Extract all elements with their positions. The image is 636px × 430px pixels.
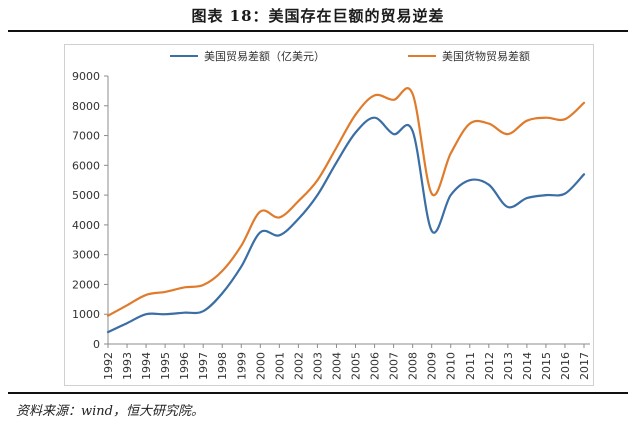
line-chart: 0 1000 2000 3000 4000 5000 6000 7000 8000 9000 199…: [72, 70, 591, 380]
legend-label-trade-balance: 美国贸易差额（亿美元）: [204, 50, 325, 63]
y-tick-label: 6000: [72, 159, 100, 172]
legend-label-goods-balance: 美国货物贸易差额: [442, 50, 530, 63]
x-tick-label: 1996: [178, 352, 191, 380]
figure-title: 图表 18：美国存在巨额的贸易逆差: [191, 6, 445, 25]
x-tick-label: 1995: [159, 352, 172, 380]
top-rule: [8, 30, 628, 32]
series-line-goods-balance: [106, 87, 586, 317]
figure-title-wrap: 图表 18：美国存在巨额的贸易逆差: [0, 0, 636, 30]
chart-plot-frame: [64, 44, 594, 386]
chart-legend: 美国贸易差额（亿美元） 美国货物贸易差额: [0, 48, 636, 68]
y-tick-label: 1000: [72, 308, 100, 321]
x-tick-label: 1997: [197, 352, 210, 380]
x-tick-label: 2011: [464, 352, 477, 380]
x-tick-label: 2017: [578, 352, 591, 380]
x-tick-label: 2007: [388, 352, 401, 380]
x-tick-label: 2013: [502, 352, 515, 380]
x-tick-label: 2000: [254, 352, 267, 380]
y-tick-label: 9000: [72, 70, 100, 83]
series-line-trade-balance: [106, 116, 586, 334]
legend-swatch-trade-balance: [170, 55, 198, 57]
legend-swatch-goods-balance: [408, 55, 436, 57]
x-tick-label: 2014: [521, 352, 534, 380]
x-tick-label: 2004: [330, 352, 343, 380]
x-tick-label: 2012: [483, 352, 496, 380]
x-tick-label: 1992: [102, 352, 115, 380]
bottom-rule: [8, 392, 628, 394]
y-tick-label: 0: [93, 338, 100, 351]
x-tick-label: 2003: [311, 352, 324, 380]
x-tick-label: 2008: [407, 352, 420, 380]
legend-item-trade-balance: 美国贸易差额（亿美元）: [170, 48, 325, 64]
x-tick-label: 2005: [350, 352, 363, 380]
legend-item-goods-balance: 美国货物贸易差额: [408, 48, 530, 64]
y-tick-label: 8000: [72, 100, 100, 113]
y-tick-label: 5000: [72, 189, 100, 202]
x-tick-label: 2015: [540, 352, 553, 380]
x-tick-label: 1994: [140, 352, 153, 380]
x-tick-label: 2006: [369, 352, 382, 380]
y-tick-label: 2000: [72, 278, 100, 291]
x-tick-label: 1993: [121, 352, 134, 380]
x-tick-label: 2010: [445, 352, 458, 380]
x-tick-label: 2009: [426, 352, 439, 380]
x-tick-label: 2016: [559, 352, 572, 380]
x-tick-label: 2001: [273, 352, 286, 380]
y-tick-label: 3000: [72, 249, 100, 262]
x-tick-label: 2002: [292, 352, 305, 380]
y-tick-label: 7000: [72, 130, 100, 143]
x-tick-label: 1998: [216, 352, 229, 380]
y-tick-label: 4000: [72, 219, 100, 232]
x-tick-label: 1999: [235, 352, 248, 380]
source-note: 资料来源：wind，恒大研究院。: [16, 404, 204, 419]
